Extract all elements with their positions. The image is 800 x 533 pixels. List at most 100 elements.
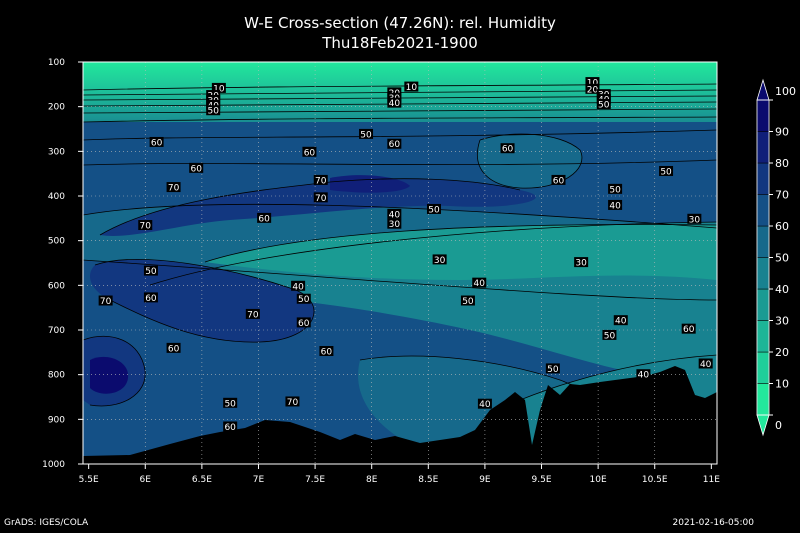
contour-label-bg — [296, 293, 311, 304]
contour-label: 50 — [602, 329, 617, 341]
contour-label-bg — [636, 369, 651, 380]
contour-label-bg — [291, 280, 306, 291]
contour-label-text: 70 — [287, 398, 299, 408]
colorbar-label: 0 — [775, 419, 782, 432]
contour-label-text: 10 — [213, 84, 225, 94]
terrain-mask — [83, 366, 717, 464]
x-tick-label: 5.5E — [79, 475, 99, 485]
contour-label: 40 — [472, 277, 487, 289]
colorbar-label: 50 — [775, 252, 789, 265]
contour-label-bg — [211, 82, 226, 93]
colorbar-label: 90 — [775, 126, 789, 139]
contour-label-bg — [138, 220, 153, 231]
contour-label-bg — [245, 308, 260, 319]
contour-label-text: 50 — [428, 205, 440, 215]
contour-label-bg — [296, 317, 311, 328]
contour-label-bg — [608, 183, 623, 194]
contour-label-text: 40 — [389, 99, 401, 109]
contour-label: 50 — [143, 265, 158, 277]
y-tick-label: 200 — [48, 103, 65, 113]
contour-label: 40 — [291, 280, 306, 292]
colorbar-swatch — [756, 383, 770, 416]
contour-label-bg — [426, 203, 441, 214]
contour-label: 60 — [189, 162, 204, 174]
contour-label: 30 — [432, 254, 447, 266]
contour-label: 40 — [387, 97, 402, 109]
x-tick-label: 10.5E — [642, 475, 668, 485]
contour-label-text: 60 — [683, 325, 695, 335]
contour-label-bg — [313, 174, 328, 185]
contour-label: 40 — [387, 208, 402, 220]
y-tick-label: 700 — [48, 326, 65, 336]
contour-label: 40 — [613, 315, 628, 327]
contour-label-text: 40 — [389, 210, 401, 220]
colorbar: 0 10 20 30 40 50 60 70 80 90 100 — [756, 78, 796, 437]
contour-label-bg — [574, 257, 589, 268]
field-30 — [205, 224, 717, 280]
contour-label-bg — [460, 295, 475, 306]
contour-label: 60 — [149, 136, 164, 148]
contour-label-text: 50 — [609, 185, 621, 195]
colorbar-swatch — [756, 162, 770, 195]
contour-label-text: 70 — [168, 184, 180, 194]
contour-label: 60 — [319, 345, 334, 357]
y-tick-label: 300 — [48, 147, 65, 157]
field-70-mid — [90, 259, 314, 343]
contour-label-text: 30 — [689, 215, 701, 225]
contour-label-bg — [585, 77, 600, 88]
contour-label: 60 — [302, 146, 317, 158]
contour-label-text: 60 — [502, 145, 514, 155]
contour-label: 60 — [387, 138, 402, 150]
x-tick-label: 9E — [479, 475, 491, 485]
contour-label-text: 60 — [258, 214, 270, 224]
contour-label: 70 — [313, 192, 328, 204]
contour-label-bg — [698, 358, 713, 369]
contour-label-bg — [681, 323, 696, 334]
y-tick-label: 1000 — [42, 460, 65, 470]
x-tick-label: 9.5E — [532, 475, 552, 485]
contour-label: 40 — [636, 369, 651, 381]
contour-label-bg — [387, 87, 402, 98]
y-tick-label: 400 — [48, 192, 65, 202]
colorbar-label: 60 — [775, 220, 789, 233]
contour-label-text: 60 — [304, 148, 316, 158]
contour-label: 50 — [359, 128, 374, 140]
contour-label-bg — [613, 315, 628, 326]
colorbar-swatch — [756, 351, 770, 384]
contour-label-text: 60 — [298, 319, 310, 329]
contour-label-bg — [585, 83, 600, 94]
contour-label-text: 60 — [553, 176, 565, 186]
contour-label-text: 50 — [298, 295, 310, 305]
contour-label-bg — [98, 295, 113, 306]
footer-credit: GrADS: IGES/COLA — [4, 518, 89, 528]
colorbar-label: 80 — [775, 157, 789, 170]
contour-label-bg — [166, 182, 181, 193]
contour-label: 40 — [608, 199, 623, 211]
chart-subtitle: Thu18Feb2021-1900 — [322, 34, 478, 52]
contour-label-bg — [387, 218, 402, 229]
y-tick-label: 900 — [48, 415, 65, 425]
colorbar-label: 40 — [775, 283, 789, 296]
y-axis: 100 200 300 400 500 600 700 800 900 1000 — [42, 58, 83, 470]
colorbar-swatch — [756, 131, 770, 164]
contour-label: 10 — [585, 77, 600, 89]
contour-label: 50 — [596, 98, 611, 110]
contour-label-text: 40 — [479, 400, 491, 410]
contour-label-bg — [608, 199, 623, 210]
x-tick-label: 11E — [703, 475, 720, 485]
field-80-core — [330, 175, 410, 193]
x-tick-label: 6E — [140, 475, 152, 485]
colorbar-label: 10 — [775, 378, 789, 391]
contour-label-text: 70 — [315, 194, 327, 204]
contour-label-text: 50 — [604, 331, 616, 341]
contour-label-text: 60 — [389, 140, 401, 150]
colorbar-swatch — [756, 288, 770, 321]
contour-label-text: 50 — [224, 399, 236, 409]
contour-label: 60 — [681, 323, 696, 335]
colorbar-swatch — [756, 194, 770, 227]
colorbar-label: 30 — [775, 315, 789, 328]
contour-label-text: 40 — [638, 371, 650, 381]
contour-label-bg — [432, 254, 447, 265]
contour-label: 50 — [460, 295, 475, 307]
footer-timestamp: 2021-02-16-05:00 — [672, 518, 755, 528]
